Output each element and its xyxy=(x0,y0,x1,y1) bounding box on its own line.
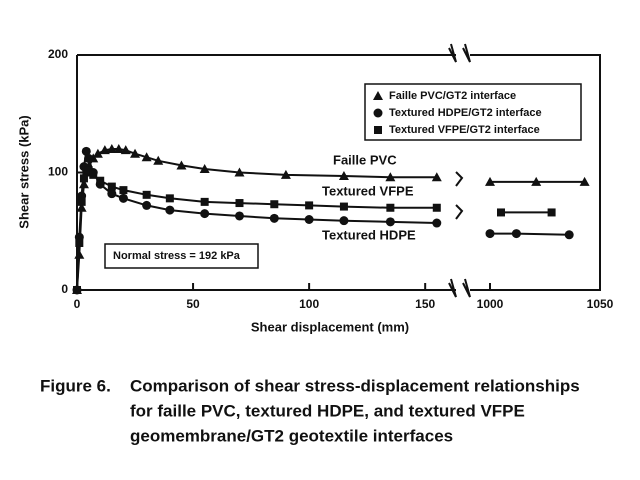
data-point xyxy=(142,200,152,210)
data-point xyxy=(92,148,103,158)
axis-break-top xyxy=(448,43,471,63)
data-point xyxy=(235,199,244,208)
data-point xyxy=(234,167,245,177)
data-point xyxy=(176,160,187,170)
legend-box xyxy=(364,83,582,141)
caption-line: Figure 6. xyxy=(40,376,111,395)
data-point xyxy=(431,172,442,182)
data-point xyxy=(564,230,574,240)
y-axis-label: Shear stress (kPa) xyxy=(16,115,31,228)
data-point xyxy=(304,215,314,224)
data-point xyxy=(153,155,164,165)
data-point xyxy=(96,176,105,185)
data-point xyxy=(531,176,542,186)
data-point xyxy=(84,166,93,175)
x-tick-label: 1000 xyxy=(477,297,504,311)
annotation: Faille PVC xyxy=(333,152,397,167)
data-point xyxy=(269,213,279,223)
caption-line: for faille PVC, textured HDPE, and textu… xyxy=(130,401,525,420)
annotation: Textured VFPE xyxy=(322,183,414,198)
axis-break-bottom xyxy=(448,278,471,298)
x-tick-label: 1050 xyxy=(587,297,614,311)
data-point xyxy=(107,189,117,199)
series-line xyxy=(76,165,552,291)
data-point xyxy=(200,209,210,219)
legend-label: Textured VFPE/GT2 interface xyxy=(389,124,540,136)
data-point xyxy=(75,239,84,247)
data-point xyxy=(485,229,495,239)
data-point xyxy=(107,182,116,191)
data-point xyxy=(305,201,314,210)
legend-marker xyxy=(373,91,383,100)
legend-marker xyxy=(373,108,383,118)
data-point xyxy=(270,200,279,209)
data-point xyxy=(120,145,131,155)
data-point xyxy=(84,153,94,163)
data-point xyxy=(579,176,590,186)
y-tick-label: 100 xyxy=(48,165,68,179)
data-point xyxy=(511,229,521,239)
annotation-box xyxy=(104,243,259,269)
data-point xyxy=(547,208,556,217)
annotation: Textured HDPE xyxy=(322,227,416,242)
x-tick-label: 100 xyxy=(299,297,319,311)
data-point xyxy=(113,144,124,153)
x-axis-label: Shear displacement (mm) xyxy=(251,319,409,334)
legend-label: Faille PVC/GT2 interface xyxy=(389,90,516,102)
y-tick-label: 200 xyxy=(48,47,68,61)
data-point xyxy=(165,205,175,215)
data-point xyxy=(141,152,152,162)
data-point xyxy=(200,197,209,206)
data-point xyxy=(118,193,128,203)
data-point xyxy=(385,172,396,182)
data-point xyxy=(280,169,291,179)
series-break-marks xyxy=(455,171,464,220)
data-point xyxy=(99,145,110,155)
data-point xyxy=(81,146,91,156)
data-point xyxy=(106,144,117,153)
caption-line: geomembrane/GT2 geotextile interfaces xyxy=(130,426,453,445)
data-point xyxy=(339,202,348,211)
data-point xyxy=(386,203,395,212)
legend-label: Textured HDPE/GT2 interface xyxy=(389,107,542,119)
data-point xyxy=(432,218,442,228)
data-point xyxy=(234,211,244,221)
data-point xyxy=(142,190,151,199)
data-point xyxy=(73,286,81,294)
x-tick-label: 0 xyxy=(74,297,81,311)
data-point xyxy=(432,203,441,212)
data-point xyxy=(119,186,128,195)
data-point xyxy=(89,170,98,179)
x-tick-label: 50 xyxy=(186,297,200,311)
annotation: Normal stress = 192 kPa xyxy=(113,250,241,262)
data-point xyxy=(385,217,395,227)
data-point xyxy=(79,174,88,183)
data-point xyxy=(497,208,505,217)
data-point xyxy=(77,197,86,206)
data-point xyxy=(199,163,210,173)
series-line xyxy=(76,150,570,291)
data-point xyxy=(339,216,349,226)
data-point xyxy=(165,194,174,203)
caption-line: Comparison of shear stress-displacement … xyxy=(130,376,580,395)
data-point xyxy=(338,171,349,181)
x-tick-label: 150 xyxy=(415,297,435,311)
data-point xyxy=(130,148,141,158)
y-tick-label: 0 xyxy=(61,282,68,296)
data-point xyxy=(485,176,495,186)
legend-marker xyxy=(374,126,382,134)
